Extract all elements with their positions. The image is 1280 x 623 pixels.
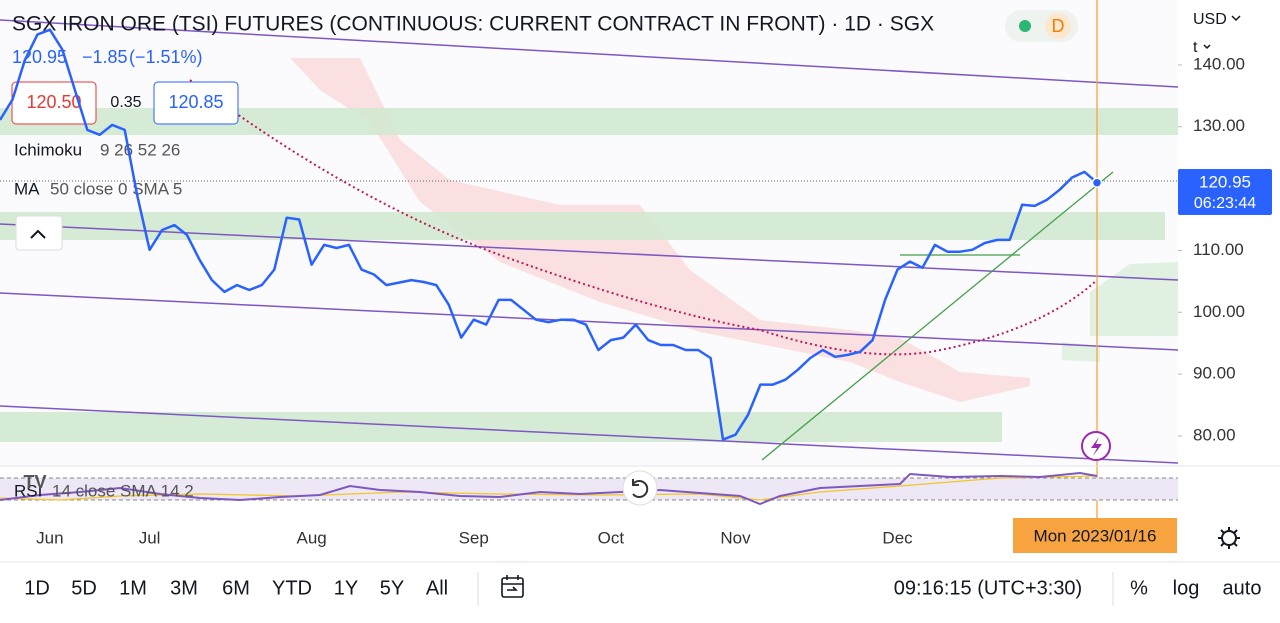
y-tick-label: 110.00 (1193, 240, 1244, 259)
trend-lines (0, 19, 1179, 464)
y-tick-label: 130.00 (1193, 116, 1245, 135)
moving-average (189, 79, 1098, 356)
rsi-sma (0, 475, 1098, 501)
market-dot (1019, 20, 1031, 32)
rsi-line (0, 471, 1098, 506)
ask[interactable]: 120.85 (168, 92, 223, 112)
support-zone (0, 212, 1165, 240)
log-toggle[interactable]: log (1173, 577, 1200, 599)
x-tick-label: Jun (36, 528, 63, 547)
range-button[interactable]: All (426, 577, 448, 599)
y-tick-label: 90.00 (1193, 364, 1236, 383)
range-buttons: 1D 5D 1M 3M 6M YTD 1Y 5Y All (24, 577, 448, 599)
symbol-title: SGX IRON ORE (TSI) FUTURES (CONTINUOUS: … (12, 13, 934, 36)
indicator-name[interactable]: Ichimoku (14, 140, 82, 159)
badge-circle (1045, 13, 1071, 39)
chevron[interactable] (1231, 15, 1241, 22)
unit[interactable]: t (1193, 39, 1198, 56)
price-tag-value: 120.95 (1199, 172, 1251, 191)
replay-button[interactable] (622, 470, 658, 506)
indicator-name[interactable]: MA (14, 179, 40, 198)
x-tick-label: Dec (882, 528, 913, 547)
alert-icon[interactable] (1081, 431, 1111, 461)
x-tick-label: Nov (720, 528, 751, 547)
indicator-name[interactable]: RSI (14, 481, 42, 500)
support-zone (0, 412, 1002, 442)
alert-icon[interactable] (1091, 437, 1102, 456)
currency[interactable]: USD (1193, 11, 1227, 28)
x-tick-label: Sep (459, 528, 489, 547)
trend-line (0, 223, 1179, 281)
price-change-pct: (−1.51%) (129, 47, 203, 67)
y-tick-label: 140.00 (1193, 54, 1245, 73)
chevron-up[interactable] (30, 229, 46, 239)
x-tick-label: Jul (139, 528, 161, 547)
last-price: 120.95 (12, 47, 67, 67)
crosshair-date: Mon 2023/01/16 (1034, 526, 1157, 545)
ichimoku-cloud (290, 58, 1030, 402)
clock[interactable]: 09:16:15 (UTC+3:30) (894, 577, 1082, 599)
y-tick-label: 80.00 (1193, 425, 1236, 444)
chevron[interactable] (1203, 44, 1211, 50)
range-button[interactable]: 1Y (334, 577, 358, 599)
indicator-params[interactable]: 9 26 52 26 (100, 140, 180, 159)
last-point (1091, 177, 1103, 188)
range-button[interactable]: YTD (272, 577, 312, 599)
ichimoku-cloud (1090, 262, 1178, 336)
trend-line (0, 19, 1179, 88)
trend-line (0, 292, 1179, 351)
range-button[interactable]: 5D (71, 577, 97, 599)
range-button[interactable]: 3M (170, 577, 198, 599)
auto-toggle[interactable]: auto (1223, 577, 1262, 599)
trend-line (0, 405, 1179, 464)
percent-toggle[interactable]: % (1130, 577, 1148, 599)
x-tick-label: Oct (598, 528, 625, 547)
x-tick-label: Aug (297, 528, 327, 547)
settings-icon[interactable] (1218, 527, 1240, 549)
replay-icon[interactable] (632, 479, 649, 498)
range-button[interactable]: 1D (24, 577, 50, 599)
spread: 0.35 (110, 94, 141, 111)
price-line (0, 28, 1098, 441)
bid[interactable]: 120.50 (26, 92, 81, 112)
ichimoku-cloud (1062, 342, 1100, 362)
badge-label: D (1052, 16, 1065, 36)
date-range-icon[interactable] (501, 577, 524, 598)
buy-button[interactable] (153, 81, 239, 125)
countdown: 06:23:44 (1194, 195, 1256, 212)
range-button[interactable]: 5Y (380, 577, 404, 599)
indicator-params[interactable]: 14 close SMA 14 2 (52, 481, 194, 500)
indicator-params[interactable]: 50 close 0 SMA 5 (50, 179, 182, 198)
crosshair-date-box (1013, 518, 1177, 553)
range-button[interactable]: 6M (222, 577, 250, 599)
y-tick-label: 100.00 (1193, 302, 1245, 321)
price-tag (1178, 169, 1272, 215)
date-range-icon[interactable] (502, 575, 523, 591)
range-button[interactable]: 1M (119, 577, 147, 599)
price-change: −1.85 (82, 47, 128, 67)
logo: TV (23, 472, 46, 492)
trend-line (761, 171, 1114, 461)
rsi-band (0, 478, 1178, 500)
settings-icon[interactable] (1221, 530, 1237, 546)
